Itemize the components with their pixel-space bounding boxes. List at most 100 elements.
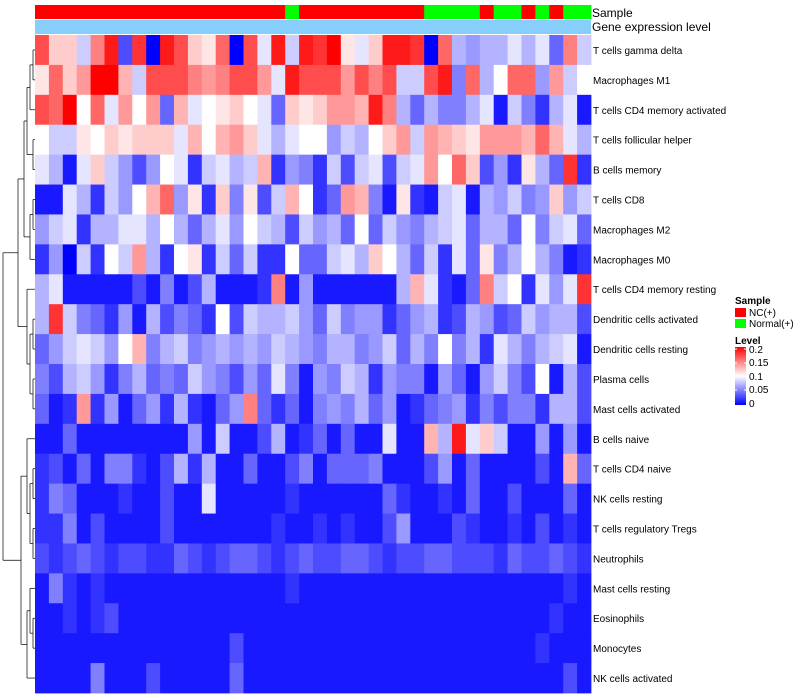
heatmap-cell [549,633,564,664]
heatmap-cell [438,304,453,335]
heatmap-cell [368,334,383,365]
heatmap-cell [104,483,119,514]
heatmap-cell [35,423,50,455]
heatmap-cell [479,274,495,305]
heatmap-cell [118,513,133,544]
heatmap-cell [215,244,230,275]
heatmap-cell [368,423,383,455]
heatmap-cell [507,244,522,275]
heatmap-cell [104,244,119,275]
heatmap-cell [229,423,244,455]
heatmap-cell [160,124,175,156]
heatmap-cell [313,453,328,485]
heatmap-cell [118,304,133,335]
heatmap-cell [62,364,78,395]
heatmap-cell [577,94,592,126]
heatmap-cell [132,573,147,604]
heatmap-cell [313,663,328,694]
heatmap-cell [424,393,439,425]
heatmap-cell [160,334,175,365]
heatmap-cell [549,364,564,395]
heatmap-cell [368,124,383,156]
heatmap-cell [118,244,133,275]
heatmap-cell [396,663,411,694]
heatmap-cell [424,35,439,66]
heatmap-cell [438,603,453,634]
heatmap-cell [285,393,300,425]
row-label: Macrophages M2 [593,225,671,236]
heatmap-cell [479,154,495,185]
heatmap-cell [382,663,397,694]
heatmap-cell [104,274,119,305]
heatmap-cell [132,304,147,335]
heatmap-cell [535,364,550,395]
heatmap-cell [160,543,175,574]
heatmap-cell [90,94,105,126]
heatmap-cell [354,64,369,96]
heatmap-cell [160,94,175,126]
heatmap-cell [187,483,203,514]
heatmap-cell [90,483,105,514]
heatmap-cell [174,453,189,485]
heatmap-cell [132,64,147,96]
heatmap-cell [382,154,397,185]
heatmap-cell [493,274,508,305]
heatmap-cell [201,94,217,126]
heatmap-cell [452,453,467,485]
sample-bar-cell [215,5,230,19]
heatmap-cell [438,543,453,574]
heatmap-cell [299,35,314,66]
heatmap-cell [62,184,78,215]
heatmap-cell [271,543,286,574]
heatmap-cell [257,334,272,365]
heatmap-cell [340,35,356,66]
heatmap-cell [243,453,258,485]
heatmap-cell [549,483,564,514]
heatmap-cell [549,603,564,634]
heatmap-cell [257,154,272,185]
heatmap-cell [521,64,536,96]
heatmap-cell [299,663,314,694]
heatmap-cell [493,154,508,185]
heatmap-cell [493,184,508,215]
heatmap-cell [174,154,189,185]
heatmap-cell [285,154,300,185]
heatmap-cell [285,94,300,126]
heatmap-cell [438,334,453,365]
sample-bar-cell [118,5,133,19]
heatmap-cell [90,513,105,544]
heatmap-cell [104,304,119,335]
heatmap-cell [132,35,147,66]
heatmap-cell [424,94,439,126]
heatmap-cell [187,633,203,664]
heatmap-cell [299,483,314,514]
heatmap-cell [382,35,397,66]
heatmap-cell [187,274,203,305]
heatmap-cell [465,423,481,455]
heatmap-cell [118,35,133,66]
heatmap-cell [76,94,91,126]
heatmap-cell [243,423,258,455]
heatmap-cell [35,543,50,574]
heatmap-cell [299,364,314,395]
heatmap-cell [201,214,217,245]
heatmap-cell [563,603,578,634]
heatmap-cell [410,483,425,514]
heatmap-cell [326,633,342,664]
heatmap-cell [215,334,230,365]
heatmap-cell [313,35,328,66]
heatmap-cell [104,543,119,574]
heatmap-cell [104,603,119,634]
heatmap-cell [90,364,105,395]
heatmap-cell [313,304,328,335]
heatmap-cell [35,214,50,245]
heatmap-cell [243,274,258,305]
heatmap-cell [382,64,397,96]
heatmap-cell [35,663,50,694]
heatmap-cell [521,364,536,395]
heatmap-cell [90,184,105,215]
heatmap-cell [326,543,342,574]
heatmap-cell [243,483,258,514]
heatmap-cell [201,124,217,156]
heatmap-cell [465,124,481,156]
